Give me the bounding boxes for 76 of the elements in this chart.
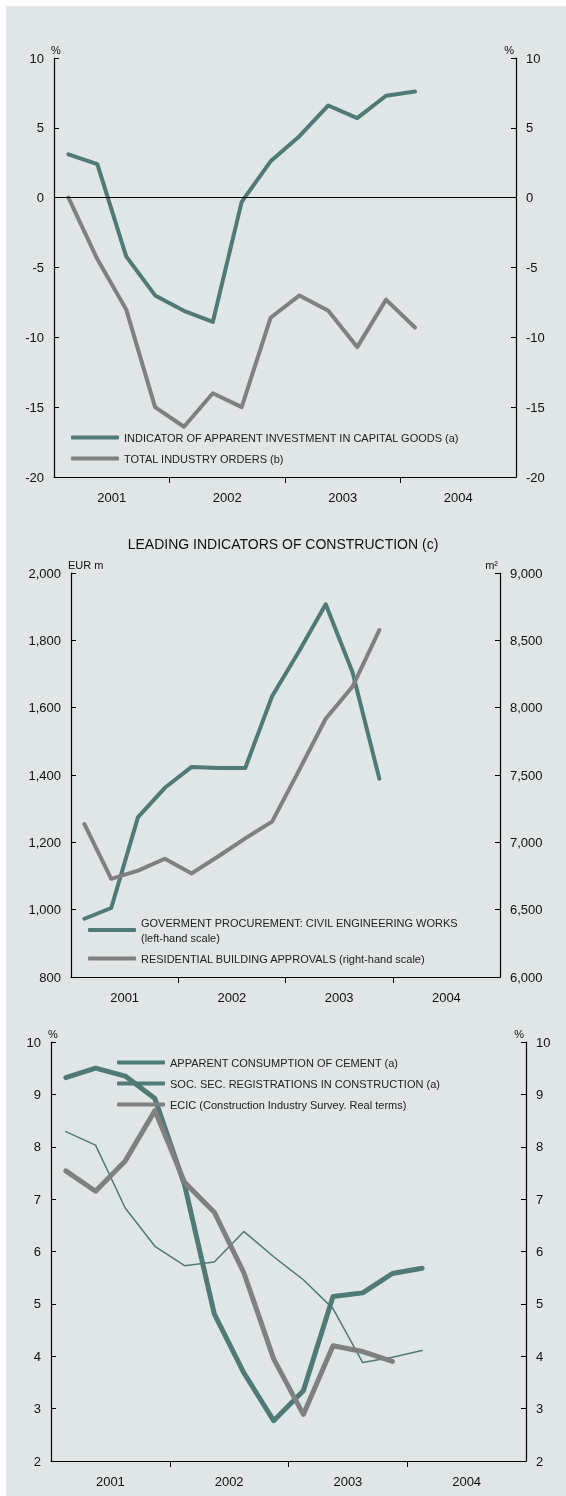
y2-tick-label: 8,500 xyxy=(510,632,543,648)
legend-label: TOTAL INDUSTRY ORDERS (b) xyxy=(124,452,284,465)
y2-tick-label: 3 xyxy=(536,1401,544,1417)
y2-tick-label: 10 xyxy=(526,50,541,66)
y2-tick-label: -5 xyxy=(526,260,538,275)
y-tick-label: 3 xyxy=(33,1401,41,1417)
y-tick-label: 9 xyxy=(33,1086,41,1102)
x-tick-label: 2004 xyxy=(452,1474,482,1489)
y2-axis-title: m² xyxy=(485,558,499,571)
x-tick-label: 2001 xyxy=(95,1474,125,1489)
y-tick-label: 10 xyxy=(26,1034,41,1050)
y-tick-label: 2,000 xyxy=(28,565,61,581)
y2-axis-title: % xyxy=(514,1027,525,1040)
y2-axis-title: % xyxy=(504,43,515,56)
x-tick-label: 2003 xyxy=(324,990,354,1005)
line-series xyxy=(82,602,382,921)
y2-tick-label: 6,000 xyxy=(510,969,543,985)
y-axis-title: EUR m xyxy=(68,558,104,571)
y2-tick-label: 8,000 xyxy=(510,700,543,716)
line-series xyxy=(82,628,382,881)
y-tick-label: 2 xyxy=(33,1453,41,1469)
y2-tick-label: -10 xyxy=(526,329,545,345)
y-tick-label: 7 xyxy=(33,1191,41,1207)
y-tick-label: -10 xyxy=(25,329,44,345)
x-tick-label: 2001 xyxy=(110,990,140,1005)
y2-tick-label: 5 xyxy=(526,120,534,136)
y-tick-label: 10 xyxy=(29,50,44,66)
legend-label: INDICATOR OF APPARENT INVESTMENT IN CAPITAL GOODS (a) xyxy=(124,431,459,444)
y2-tick-label: 4 xyxy=(536,1348,544,1364)
y2-tick-label: 8 xyxy=(536,1139,544,1155)
x-tick-label: 2003 xyxy=(328,490,358,505)
y-tick-label: 8 xyxy=(33,1139,41,1155)
y-tick-label: -5 xyxy=(32,260,44,275)
y-tick-label: 1,800 xyxy=(28,632,61,648)
y-tick-label: 1,600 xyxy=(28,700,61,716)
legend-label: RESIDENTIAL BUILDING APPROVALS (right-hand scale) xyxy=(141,952,425,965)
y-axis-title: % xyxy=(48,1027,58,1040)
y-tick-label: 5 xyxy=(33,1296,41,1312)
y-tick-label: 4 xyxy=(33,1348,41,1364)
y-tick-label: 1,200 xyxy=(28,834,61,850)
x-tick-label: 2002 xyxy=(217,990,247,1005)
y2-tick-label: 7 xyxy=(536,1191,544,1207)
y2-tick-label: -15 xyxy=(526,399,545,415)
x-tick-label: 2004 xyxy=(443,490,473,505)
chart-title: LEADING INDICATORS OF CONSTRUCTION (c) xyxy=(127,536,439,552)
y2-tick-label: 7,000 xyxy=(510,834,543,850)
line-series xyxy=(66,195,417,429)
y-axis-title: % xyxy=(51,43,61,56)
x-tick-label: 2004 xyxy=(431,990,461,1005)
y-tick-label: 1,400 xyxy=(28,767,61,783)
legend-label: SOC. SEC. REGISTRATIONS IN CONSTRUCTION (a) xyxy=(170,1077,440,1090)
legend-label: ECIC (Construction Industry Survey. Real terms) xyxy=(170,1098,407,1111)
y-tick-label: 5 xyxy=(36,120,44,136)
y-tick-label: 0 xyxy=(36,190,44,206)
y2-tick-label: 2 xyxy=(536,1453,544,1469)
y2-tick-label: 9,000 xyxy=(510,565,543,581)
x-tick-label: 2001 xyxy=(97,490,127,505)
y2-tick-label: 10 xyxy=(536,1034,551,1050)
y2-tick-label: -20 xyxy=(526,469,545,485)
x-tick-label: 2002 xyxy=(212,490,242,505)
y2-tick-label: 5 xyxy=(536,1296,544,1312)
y2-tick-label: 9 xyxy=(536,1086,544,1102)
y2-tick-label: 7,500 xyxy=(510,767,543,783)
x-tick-label: 2003 xyxy=(333,1474,363,1489)
y-tick-label: -20 xyxy=(25,469,44,485)
y2-tick-label: 6,500 xyxy=(510,902,543,918)
line-series xyxy=(66,89,417,324)
y-tick-label: -15 xyxy=(25,399,44,415)
x-tick-label: 2002 xyxy=(214,1474,244,1489)
legend-label: APPARENT CONSUMPTION OF CEMENT (a) xyxy=(170,1056,398,1069)
y-tick-label: 1,000 xyxy=(28,902,61,918)
y-tick-label: 6 xyxy=(33,1244,41,1259)
y2-tick-label: 0 xyxy=(526,190,534,206)
y-tick-label: 800 xyxy=(39,969,61,985)
y2-tick-label: 6 xyxy=(536,1244,544,1259)
legend-label: GOVERMENT PROCUREMENT: CIVIL ENGINEERING WORKS (left-hand scale) xyxy=(141,916,461,944)
